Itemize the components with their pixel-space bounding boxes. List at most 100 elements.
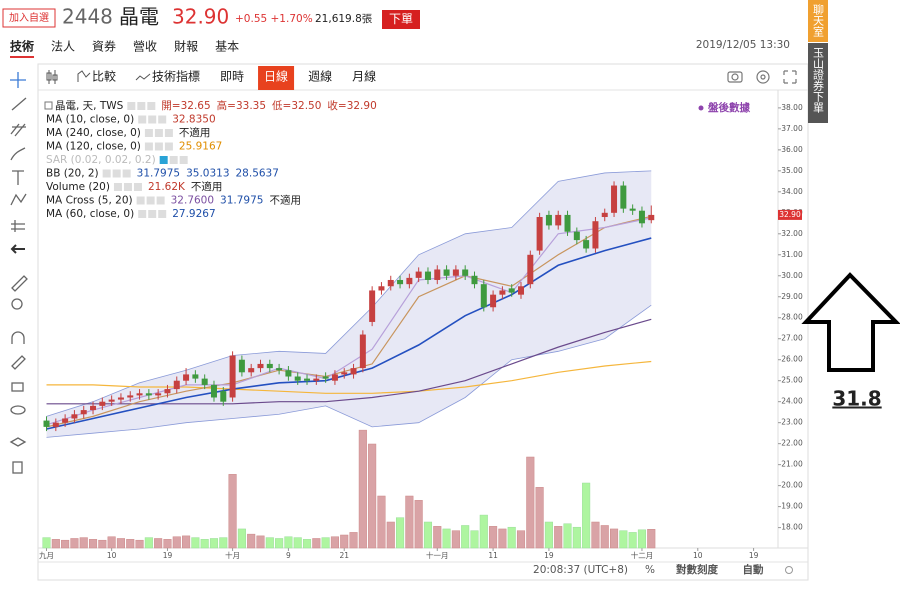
legend-value: 開=32.65 [161, 100, 210, 112]
crosshair-tool[interactable] [10, 72, 26, 88]
legend-label[interactable]: SAR (0.02, 0.02, 0.2) [46, 154, 156, 166]
tab[interactable]: 資券 [92, 39, 116, 54]
text-tool[interactable] [12, 170, 24, 185]
legend-button[interactable] [159, 156, 168, 164]
toolbar-item[interactable]: 技術指標 [152, 69, 200, 84]
y-tick-label: 31.00 [781, 250, 803, 259]
toolbar-item[interactable]: 週線 [308, 69, 332, 84]
lock-tool[interactable] [11, 382, 24, 392]
candle-body [322, 376, 329, 379]
eye-tool[interactable] [10, 405, 26, 415]
legend-label[interactable]: MA (10, close, 0) [46, 114, 134, 126]
log-toggle[interactable]: 對數刻度 [676, 563, 718, 576]
x-tick-label: 19 [544, 551, 554, 560]
legend-label[interactable]: MA Cross (5, 20) [46, 195, 133, 207]
legend-button[interactable] [154, 142, 163, 151]
layers-tool[interactable] [9, 437, 27, 447]
broker-tab[interactable]: 玉山證券下單 [812, 47, 825, 113]
tab[interactable]: 營收 [133, 40, 157, 54]
legend-button[interactable] [122, 169, 131, 178]
tab[interactable]: 基本 [215, 40, 239, 54]
toolbar-item[interactable]: 即時 [220, 70, 244, 84]
chat-tab-frame[interactable] [808, 0, 828, 42]
toolbar-active [258, 66, 295, 90]
candle-body [573, 231, 580, 241]
legend-button[interactable] [113, 183, 122, 191]
brush-tool[interactable] [10, 147, 26, 161]
tab[interactable]: 財報 [174, 39, 198, 54]
volume-bar [507, 526, 516, 549]
volume-bar [479, 514, 488, 549]
tab[interactable]: 技術 [10, 39, 34, 54]
settings-icon[interactable] [756, 70, 770, 84]
legend-label[interactable]: BB (20, 2) [46, 168, 99, 180]
candle-body [378, 286, 385, 291]
pattern-tool[interactable] [10, 193, 27, 206]
legend-button[interactable] [127, 102, 136, 110]
ruler-tool[interactable] [11, 275, 28, 292]
legend-button[interactable] [102, 169, 111, 178]
candle-body [341, 372, 348, 375]
legend-label[interactable]: 晶電, 天, TWS [55, 100, 124, 112]
legend-button[interactable] [133, 183, 142, 191]
add-watch[interactable]: 加入自選 [9, 11, 49, 24]
legend-button[interactable] [137, 102, 146, 110]
candle-body [620, 185, 627, 209]
legend-button[interactable] [148, 210, 157, 218]
candle-body [499, 290, 506, 295]
legend-button[interactable] [136, 196, 145, 205]
line-tool[interactable] [11, 97, 27, 111]
back-tool[interactable] [10, 244, 25, 254]
auto-toggle[interactable]: 自動 [743, 563, 764, 576]
legend-button[interactable] [112, 169, 121, 178]
pen-lock-tool[interactable] [11, 355, 26, 370]
x-tick-label: 19 [749, 551, 759, 560]
tab[interactable]: 法人 [51, 40, 75, 54]
legend-button[interactable] [146, 196, 155, 205]
trash-tool[interactable] [12, 461, 23, 474]
legend-button[interactable] [154, 129, 163, 137]
zoom-tool[interactable] [11, 298, 23, 310]
legend-button[interactable] [148, 115, 157, 124]
percent-toggle[interactable]: % [645, 564, 655, 576]
legend-label[interactable]: Volume (20) [46, 181, 110, 193]
status-settings[interactable] [785, 566, 793, 574]
legend-button[interactable] [156, 196, 165, 205]
fullscreen-icon[interactable] [783, 70, 797, 84]
watch-button-frame[interactable] [2, 8, 56, 28]
fib-tool[interactable] [10, 123, 26, 137]
magnet-tool[interactable] [11, 331, 25, 344]
order-button-frame[interactable] [382, 10, 420, 29]
legend-button[interactable] [158, 210, 167, 218]
legend-value: 35.0313 [186, 168, 229, 180]
order-button[interactable]: 下單 [389, 12, 413, 26]
camera-icon[interactable] [727, 71, 743, 83]
drawing-tools [9, 72, 28, 474]
measure-tool[interactable] [11, 220, 25, 232]
chat-tab[interactable]: 聊天室 [812, 3, 825, 37]
legend-label[interactable]: MA (240, close, 0) [46, 127, 141, 139]
legend-button[interactable] [138, 210, 147, 218]
candle-body [145, 393, 152, 396]
camera-lens [731, 73, 739, 81]
toolbar-item[interactable]: 比較 [92, 69, 116, 84]
legend-button[interactable] [144, 142, 153, 151]
legend-button[interactable] [147, 102, 156, 110]
legend-button[interactable] [164, 129, 173, 137]
legend-label[interactable]: MA (120, close, 0) [46, 141, 141, 153]
candle-body [545, 214, 552, 226]
legend-button[interactable] [144, 129, 153, 137]
candle-body [294, 376, 301, 381]
legend-button[interactable] [169, 156, 178, 164]
volume-bar [442, 528, 451, 549]
legend-button[interactable] [158, 115, 167, 124]
legend-button[interactable] [179, 156, 188, 164]
broker-tab-frame[interactable] [808, 43, 828, 123]
legend-button[interactable] [123, 183, 132, 191]
toolbar-item[interactable]: 日線 [264, 69, 288, 84]
toolbar-item[interactable]: 月線 [352, 69, 376, 84]
legend-button[interactable] [138, 115, 147, 124]
legend-button[interactable] [164, 142, 173, 151]
after-hours[interactable]: 盤後數據 [708, 101, 750, 114]
legend-label[interactable]: MA (60, close, 0) [46, 208, 134, 220]
